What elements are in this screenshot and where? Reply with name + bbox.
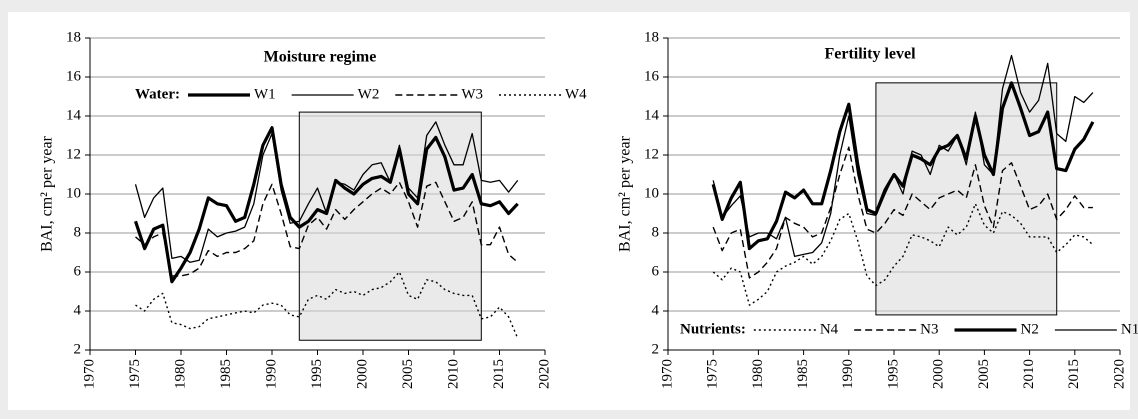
legend-label: W3	[461, 86, 483, 102]
y-tick-label: 16	[644, 68, 660, 84]
x-tick-label: 2020	[536, 359, 552, 389]
legend-label: N3	[920, 321, 938, 337]
x-tick-label: 2020	[1111, 359, 1127, 389]
y-tick-label: 4	[74, 302, 82, 318]
x-tick-label: 1990	[263, 359, 279, 389]
y-tick-label: 14	[66, 107, 82, 123]
chart-title: Fertility level	[824, 46, 916, 63]
x-tick-label: 1995	[885, 359, 901, 389]
series-line	[712, 146, 1093, 279]
y-tick-label: 2	[74, 341, 82, 357]
chart-title: Moisture regime	[264, 49, 377, 66]
y-tick-label: 10	[644, 185, 659, 201]
legend-label: W4	[565, 86, 587, 102]
x-tick-label: 2010	[1021, 359, 1037, 389]
x-tick-label: 1975	[127, 359, 143, 389]
x-tick-label: 1985	[218, 359, 234, 389]
series-line	[712, 203, 1094, 306]
x-tick-label: 1995	[309, 359, 325, 389]
y-axis-label: BAI, cm² per year	[617, 135, 634, 252]
legend-label: N2	[1021, 321, 1039, 337]
x-tick-label: 1980	[172, 359, 188, 389]
x-tick-label: 2005	[976, 359, 992, 389]
legend-label: W1	[254, 86, 276, 102]
x-tick-label: 2015	[491, 359, 507, 389]
x-tick-label: 2000	[354, 359, 370, 389]
y-tick-label: 18	[66, 29, 81, 45]
x-tick-label: 1980	[750, 359, 766, 389]
x-tick-label: 1990	[840, 359, 856, 389]
series-line	[711, 81, 1095, 251]
y-tick-label: 8	[652, 224, 660, 240]
x-tick-label: 1975	[705, 359, 721, 389]
x-tick-label: 1970	[659, 359, 675, 389]
y-tick-label: 6	[652, 263, 660, 279]
y-axis-label: BAI, cm² per year	[39, 135, 56, 252]
y-tick-label: 14	[644, 107, 660, 123]
y-tick-label: 8	[74, 224, 82, 240]
y-tick-label: 4	[652, 302, 660, 318]
legend-label: N4	[820, 321, 839, 337]
highlight-box	[875, 82, 1058, 316]
series-line	[712, 54, 1094, 258]
legend-label: W2	[358, 86, 380, 102]
y-tick-label: 6	[74, 263, 82, 279]
y-tick-label: 12	[644, 146, 659, 162]
series-line	[135, 181, 519, 277]
y-tick-label: 10	[66, 185, 81, 201]
highlight-box	[298, 111, 482, 341]
x-tick-label: 2015	[1066, 359, 1082, 389]
legend-title: Water:	[135, 86, 180, 102]
x-tick-label: 1970	[81, 359, 97, 389]
legend-title: Nutrients:	[680, 321, 746, 337]
y-tick-label: 16	[66, 68, 82, 84]
x-tick-label: 2005	[400, 359, 416, 389]
x-tick-label: 2010	[445, 359, 461, 389]
y-tick-label: 12	[66, 146, 81, 162]
y-tick-label: 18	[644, 29, 659, 45]
series-line	[135, 271, 519, 339]
x-tick-label: 2000	[931, 359, 947, 389]
y-tick-label: 2	[652, 341, 660, 357]
x-tick-label: 1985	[795, 359, 811, 389]
legend-label: N1	[1121, 321, 1138, 337]
series-line	[134, 121, 519, 263]
